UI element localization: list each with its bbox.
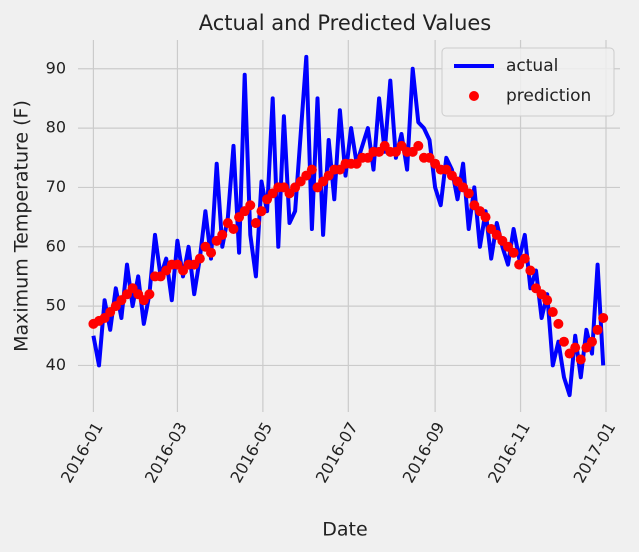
prediction-dot (575, 354, 586, 365)
y-tick-label: 50 (46, 296, 66, 315)
prediction-dot (519, 253, 530, 264)
y-tick-label: 80 (46, 118, 66, 137)
prediction-dot (586, 336, 597, 347)
y-tick-label: 40 (46, 355, 66, 374)
prediction-dot (256, 206, 267, 217)
prediction-dot (558, 336, 569, 347)
prediction-dot (542, 295, 553, 306)
x-axis-label: Date (322, 519, 367, 541)
legend-label: prediction (506, 86, 591, 106)
y-tick-label: 90 (46, 58, 66, 77)
prediction-dot (245, 200, 256, 211)
y-axis-label: Maximum Temperature (F) (11, 100, 33, 352)
y-tick-label: 70 (46, 177, 66, 196)
prediction-dot (547, 307, 558, 318)
prediction-dot (463, 188, 474, 199)
prediction-dot (144, 289, 155, 300)
legend-label: actual (506, 56, 558, 76)
prediction-dot (228, 223, 239, 234)
prediction-dot (570, 342, 581, 353)
prediction-dot (592, 324, 603, 335)
chart-title: Actual and Predicted Values (199, 11, 492, 35)
prediction-dot (217, 229, 228, 240)
prediction-dot (508, 247, 519, 258)
prediction-dot (598, 312, 609, 323)
prediction-dot (525, 265, 536, 276)
legend: actual prediction (441, 47, 615, 117)
prediction-dot (413, 140, 424, 151)
prediction-dot (206, 247, 217, 258)
prediction-dot (194, 253, 205, 264)
prediction-dot (250, 218, 261, 229)
prediction-dot (306, 164, 317, 175)
grid (78, 40, 620, 412)
prediction-dot (480, 212, 491, 223)
y-tick-label: 60 (46, 236, 66, 255)
legend-swatch (469, 91, 479, 101)
prediction-dot (553, 318, 564, 329)
